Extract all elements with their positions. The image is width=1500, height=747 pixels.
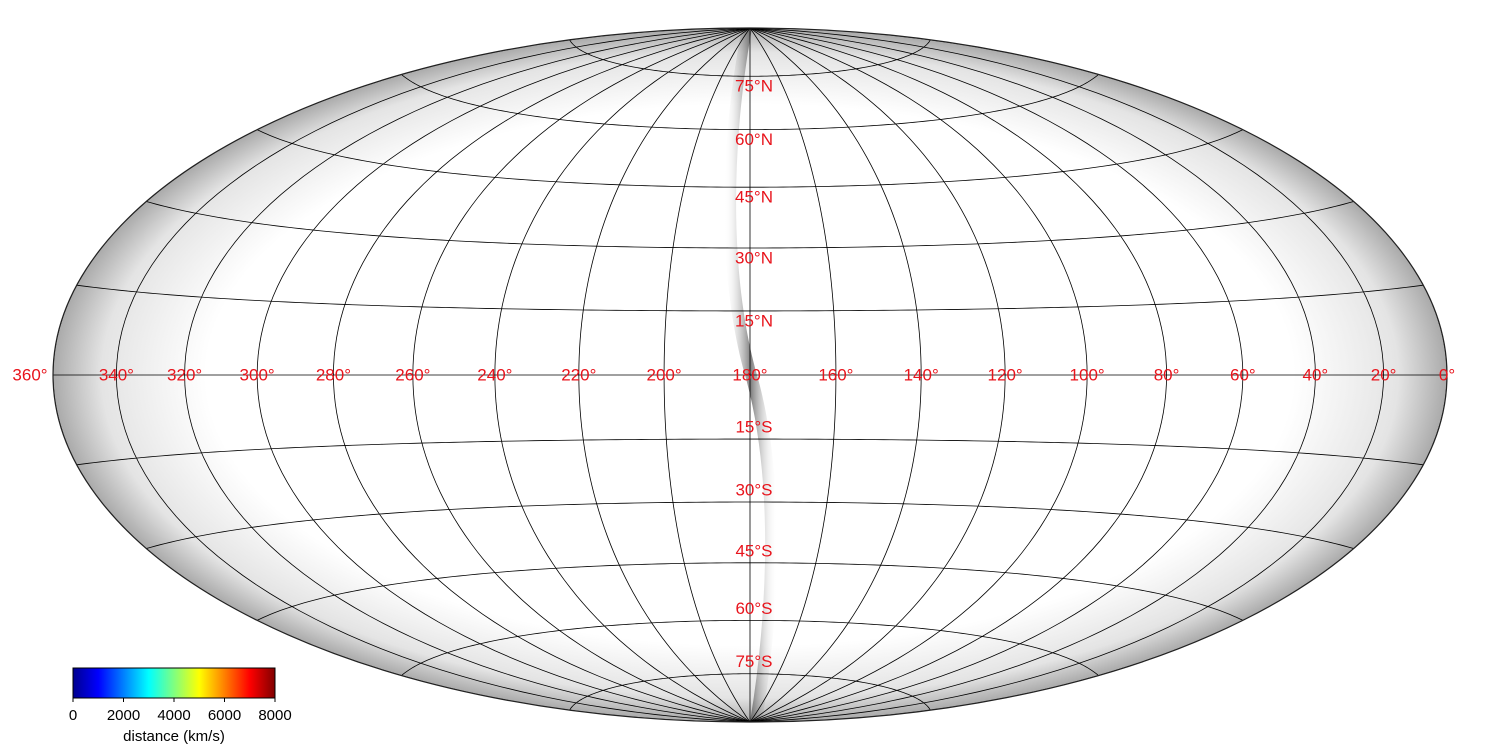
longitude-label: 240° (477, 365, 512, 384)
parallel (146, 201, 1354, 249)
longitude-label: 180° (732, 365, 767, 384)
latitude-label: 60°N (735, 130, 773, 149)
longitude-label: 120° (988, 365, 1023, 384)
parallel (401, 74, 1099, 131)
latitude-label: 30°S (735, 480, 772, 499)
longitude-label: 220° (561, 365, 596, 384)
longitude-label: 360° (12, 365, 47, 384)
colorbar-tick-label: 2000 (107, 707, 140, 724)
longitude-label: 300° (240, 365, 275, 384)
graticule (53, 28, 1447, 722)
longitude-label: 280° (316, 365, 351, 384)
colorbar (72, 667, 276, 699)
parallel (76, 284, 1424, 312)
sky-outline (52, 27, 1448, 723)
latitude-label: 15°N (735, 311, 773, 330)
latitude-label: 15°S (735, 418, 772, 437)
latitude-label: 30°N (735, 248, 773, 267)
longitude-label: 140° (904, 365, 939, 384)
parallel (256, 129, 1244, 188)
parallel (569, 673, 931, 711)
latitude-label: 45°S (735, 541, 772, 560)
parallel (569, 39, 931, 77)
latitude-label: 75°S (735, 652, 772, 671)
colorbar-tick-label: 4000 (157, 707, 190, 724)
longitude-label: 160° (818, 365, 853, 384)
colorbar-axis: 0 2000 4000 6000 8000 (69, 698, 292, 724)
latitude-label: 60°S (735, 599, 772, 618)
longitude-label: 100° (1070, 365, 1105, 384)
longitude-label: 0° (1439, 365, 1455, 384)
parallel (401, 619, 1099, 676)
longitude-label: 260° (395, 365, 430, 384)
parallel (146, 501, 1354, 549)
longitude-label: 320° (167, 365, 202, 384)
longitude-label: 40° (1303, 365, 1329, 384)
colorbar-tick-label: 8000 (258, 707, 291, 724)
latitude-label: 75°N (735, 77, 773, 96)
latitude-label: 45°N (735, 188, 773, 207)
coordinate-labels: 360° 340° 320° 300° 280° 260° 240° 220° 200° 180°… (12, 77, 1455, 671)
parallel (76, 438, 1424, 466)
longitude-label: 80° (1154, 365, 1180, 384)
colorbar-tick-label: 0 (69, 707, 77, 724)
longitude-label: 340° (99, 365, 134, 384)
colorbar-title: distance (km/s) (123, 728, 225, 745)
parallel (256, 562, 1244, 621)
longitude-label: 60° (1230, 365, 1256, 384)
longitude-label: 20° (1371, 365, 1397, 384)
colorbar-tick-label: 6000 (208, 707, 241, 724)
longitude-label: 200° (647, 365, 682, 384)
